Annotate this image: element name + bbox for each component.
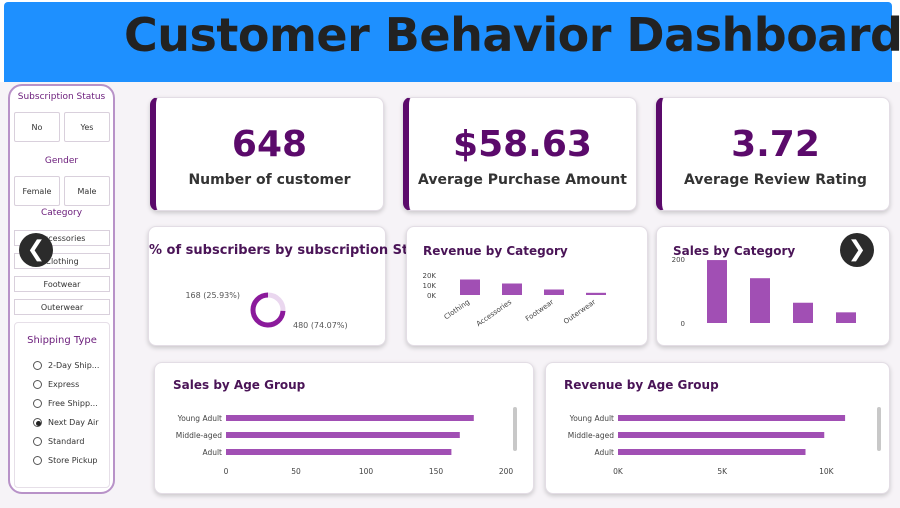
tick-label: 0K — [613, 467, 624, 476]
dashboard-title: Customer Behavior Dashboard — [124, 8, 900, 62]
radio-icon[interactable] — [33, 456, 42, 465]
kpi-label: Average Review Rating — [684, 172, 867, 188]
data-label: 480 (74.07%) — [293, 321, 348, 330]
tick-label: 10K — [819, 467, 835, 476]
shipping-filter-box: Shipping Type 2-Day Ship... Express Free… — [14, 322, 110, 488]
tick-label: 50 — [291, 467, 301, 476]
subscription-yes-button[interactable]: Yes — [64, 112, 110, 142]
sales-age-chart: Young Adult Middle-aged Adult 0 50 100 150 200 — [176, 407, 517, 476]
chart-title: Revenue by Age Group — [564, 378, 719, 392]
subscription-no-button[interactable]: No — [14, 112, 60, 142]
bar — [502, 283, 522, 295]
kpi-label: Number of customer — [188, 172, 351, 188]
gender-male-button[interactable]: Male — [64, 176, 110, 206]
data-label: 168 (25.93%) — [185, 291, 240, 300]
category-label: Accessories — [475, 298, 513, 328]
tick-label: 0K — [427, 292, 436, 300]
kpi-value: 648 — [231, 124, 308, 165]
donut-slice — [267, 292, 286, 312]
bar — [750, 278, 770, 323]
category-label: Outerwear — [562, 298, 597, 326]
donut-slice — [250, 292, 286, 328]
category-item-footwear[interactable]: Footwear — [14, 276, 110, 292]
category-label: Middle-aged — [176, 431, 222, 440]
sales-by-age-card: Sales by Age Group Young Adult Middle-age… — [154, 362, 534, 494]
radio-icon[interactable] — [33, 380, 42, 389]
tick-label: 100 — [359, 467, 374, 476]
kpi-value: 3.72 — [731, 124, 820, 165]
scrollbar — [877, 407, 881, 451]
category-label: Footwear — [524, 298, 555, 323]
tick-label: 150 — [429, 467, 444, 476]
bar — [618, 415, 846, 421]
tick-label: 0 — [224, 467, 229, 476]
tick-label: 20K — [423, 272, 437, 280]
bar — [226, 415, 474, 421]
shipping-option-free[interactable]: Free Shipp... — [33, 399, 98, 408]
previous-page-button[interactable]: ❮ — [19, 233, 53, 267]
kpi-card-review-rating: 3.72 Average Review Rating — [656, 97, 890, 211]
radio-icon[interactable] — [33, 361, 42, 370]
revenue-by-category-card: Revenue by Category 20K 10K 0K Clothing Acce… — [406, 226, 648, 346]
donut-chart: 168 (25.93%) 480 (74.07%) — [185, 291, 348, 330]
chart-title: Sales by Category — [673, 244, 796, 258]
subscriber-donut-card: % of subscribers by subscription Status … — [148, 226, 441, 346]
shipping-filter-label: Shipping Type — [27, 335, 97, 346]
category-label: Young Adult — [177, 414, 222, 423]
chart-title: Sales by Age Group — [173, 378, 306, 392]
kpi-card-purchase-amount: $58.63 Average Purchase Amount — [403, 97, 637, 211]
category-item-clothing[interactable]: Clothing — [14, 253, 110, 269]
revenue-by-age-card: Revenue by Age Group Young Adult Middle-a… — [545, 362, 890, 494]
revenue-category-chart: 20K 10K 0K Clothing Accessories Footwear Outer… — [423, 272, 606, 328]
tick-label: 200 — [672, 256, 685, 264]
subscription-filter-label: Subscription Status — [17, 92, 106, 102]
category-label: Middle-aged — [568, 431, 614, 440]
tick-label: 200 — [499, 467, 514, 476]
chart-title: % of subscribers by subscription Status — [149, 243, 441, 258]
category-label: Adult — [594, 448, 614, 457]
gender-female-button[interactable]: Female — [14, 176, 60, 206]
bar — [460, 279, 480, 295]
category-label: Adult — [202, 448, 222, 457]
radio-selected-icon[interactable] — [33, 418, 42, 427]
tick-label: 0 — [681, 320, 685, 328]
bar — [707, 260, 727, 323]
bar — [226, 449, 452, 455]
bar — [793, 302, 813, 323]
category-item-outerwear[interactable]: Outerwear — [14, 299, 110, 315]
bar — [618, 449, 806, 455]
bar — [586, 292, 606, 295]
category-label: Young Adult — [569, 414, 614, 423]
category-label: Clothing — [443, 298, 471, 321]
kpi-label: Average Purchase Amount — [418, 172, 627, 188]
category-filter-label: Category — [40, 208, 83, 218]
filter-pane: Subscription Status No Yes Gender Female… — [8, 84, 115, 494]
kpi-value: $58.63 — [453, 124, 592, 165]
bar — [226, 432, 460, 438]
header-banner: Customer Behavior Dashboard — [4, 2, 900, 82]
radio-icon[interactable] — [33, 399, 42, 408]
revenue-age-chart: Young Adult Middle-aged Adult 0K 5K 10K — [568, 407, 881, 476]
radio-icon[interactable] — [33, 437, 42, 446]
shipping-option-2day[interactable]: 2-Day Ship... — [33, 361, 99, 370]
bar — [618, 432, 825, 438]
bar — [544, 289, 564, 295]
gender-filter-label: Gender — [44, 156, 79, 166]
next-page-button[interactable]: ❯ — [840, 233, 874, 267]
tick-label: 5K — [717, 467, 728, 476]
shipping-option-express[interactable]: Express — [33, 380, 79, 389]
bar — [836, 312, 856, 323]
chart-title: Revenue by Category — [423, 244, 568, 258]
category-item-accessories[interactable]: Accessories — [14, 230, 110, 246]
tick-label: 10K — [423, 282, 437, 290]
shipping-option-store-pickup[interactable]: Store Pickup — [33, 456, 98, 465]
kpi-card-customers: 648 Number of customer — [150, 97, 384, 211]
shipping-option-next-day-air[interactable]: Next Day Air — [33, 418, 99, 427]
scrollbar — [513, 407, 517, 451]
shipping-option-standard[interactable]: Standard — [33, 437, 84, 446]
